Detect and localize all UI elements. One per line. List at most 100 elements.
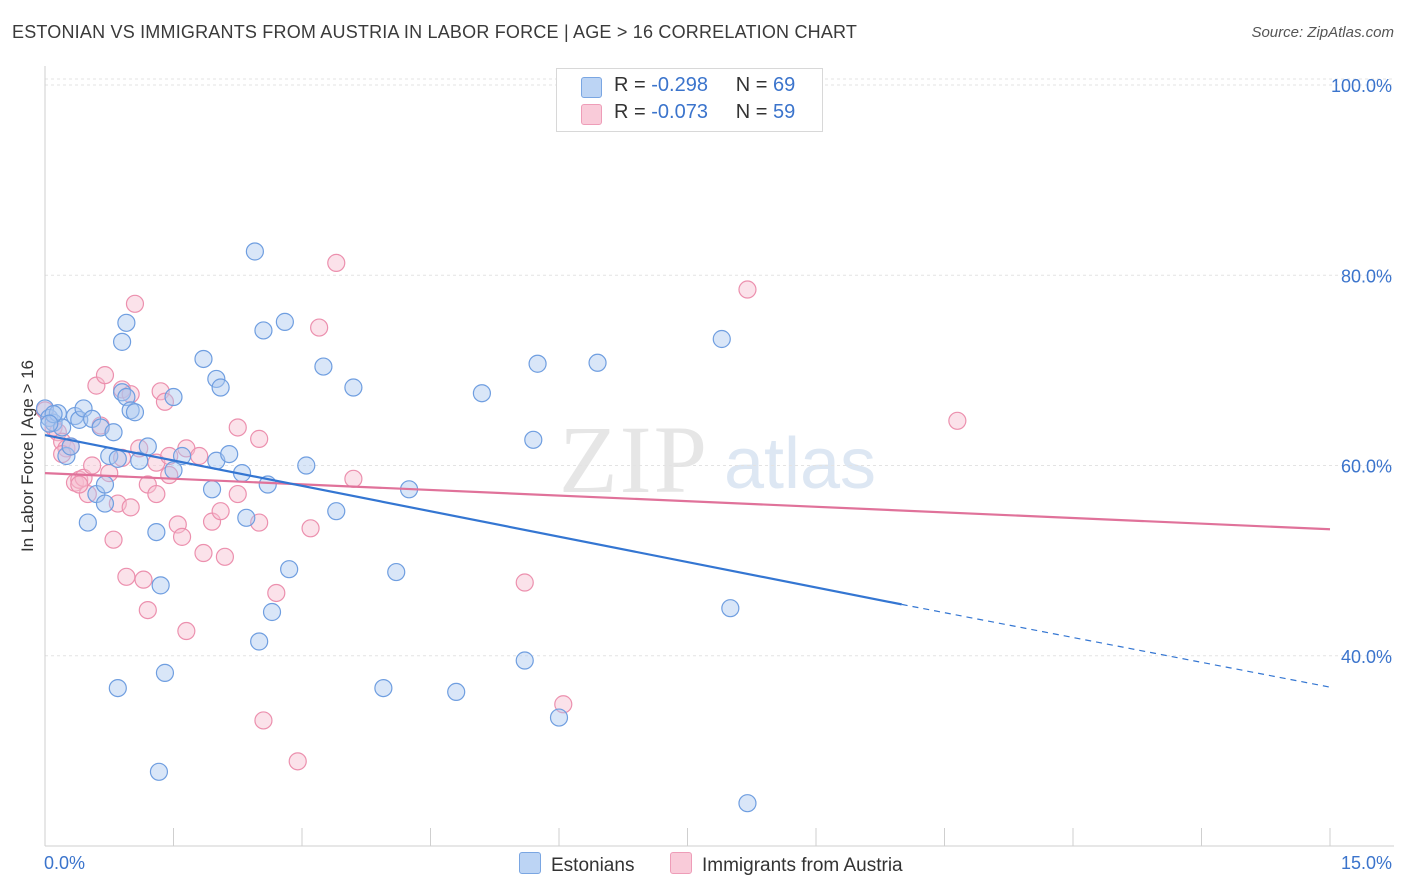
austria-point [250,429,269,448]
r-value: -0.298 [651,74,708,96]
estonian-point [588,353,607,372]
estonian-point [344,378,363,397]
estonian-point [220,444,239,464]
n-value: 59 [773,101,796,123]
austria-point [515,573,534,592]
estonian-point [515,651,534,670]
estonian-point [104,423,123,442]
estonian-point [130,451,149,470]
austria-point [288,752,307,771]
estonian-point [108,678,127,698]
austria-point [344,469,363,488]
estonian-point [245,242,264,261]
austria-legend-swatch [670,852,692,874]
estonian-point [528,354,547,373]
estonian-point [254,321,273,340]
estonian-point [202,480,222,499]
estonian-point [207,369,226,389]
austria-point [83,456,102,475]
estonians-swatch [581,77,602,98]
estonian-point [237,508,256,527]
y-tick-label: 80.0% [1341,266,1392,286]
austria-points [35,253,967,771]
estonian-point [117,313,136,332]
estonian-point [95,475,115,494]
austria-point [194,543,213,563]
austria-point [172,527,192,546]
n-label: N = [735,74,768,96]
estonian-point [149,762,169,781]
r-label: R = [614,101,646,123]
austria-point [147,484,166,504]
estonians-legend-swatch [519,852,541,874]
austria-point [104,530,123,549]
austria-point [228,418,247,437]
estonian-point [712,329,731,349]
austria-point [215,547,234,566]
estonian-point [40,414,59,433]
estonian-trend-extension [901,603,1331,688]
estonian-points [35,242,757,813]
estonian-point [721,599,740,618]
estonian-point [250,632,269,651]
estonian-point [524,430,543,449]
estonians-legend-label: Estonians [551,855,635,876]
n-label: N = [735,101,768,123]
estonian-point [549,708,569,727]
legend-item-austria: Immigrants from Austria [670,852,903,877]
austria-point [117,567,136,586]
estonian-point [280,560,299,579]
austria-point [211,502,230,521]
estonian-point [374,678,393,698]
estonian-point [447,682,466,702]
r-value: -0.073 [651,101,708,123]
estonian-point [738,794,757,813]
watermark-zip: ZIP [559,406,709,513]
y-tick-labels: 40.0% 60.0% 80.0% 100.0% [1331,76,1392,667]
estonian-point [138,437,157,456]
estonian-point [327,502,346,521]
correlation-legend: R = -0.298 N = 69 R = -0.073 N = 59 [556,68,823,132]
source-label: Source: ZipAtlas.com [1251,24,1394,41]
estonian-point [164,387,183,407]
estonian-trend-line [44,433,902,606]
estonian-point [95,494,115,513]
austria-point [95,366,115,385]
estonian-point [44,405,63,424]
austria-point [177,621,196,641]
austria-point [190,446,209,466]
y-tick-label: 60.0% [1341,457,1392,477]
estonian-point [61,437,80,456]
estonian-point [70,410,89,429]
austria-legend-label: Immigrants from Austria [702,855,903,876]
y-tick-label: 100.0% [1331,76,1392,96]
austria-point [267,583,286,603]
austria-swatch [581,104,602,125]
austria-point [70,475,89,494]
austria-point [310,318,329,337]
y-tick-label: 40.0% [1341,647,1392,667]
estonian-point [387,562,406,582]
estonian-point [472,384,491,403]
austria-point [327,253,346,273]
austria-point [948,411,967,430]
r-label: R = [614,74,646,96]
x-tick-label-max: 15.0% [1340,853,1392,873]
austria-point [254,711,273,730]
estonian-point [57,446,76,466]
estonian-point [155,663,175,682]
estonian-point [108,449,127,468]
austria-point [155,392,175,411]
estonian-point [262,602,282,622]
watermark: ZIP atlas [559,406,876,513]
estonian-point [147,522,166,542]
chart-title: ESTONIAN VS IMMIGRANTS FROM AUSTRIA IN L… [12,22,858,42]
x-tick-label-min: 0.0% [44,853,86,873]
austria-trend-line [44,472,1331,531]
trend-lines [44,433,1331,688]
estonian-point [194,349,213,369]
austria-point [738,280,757,299]
austria-point [138,600,157,620]
estonian-point [112,332,132,351]
